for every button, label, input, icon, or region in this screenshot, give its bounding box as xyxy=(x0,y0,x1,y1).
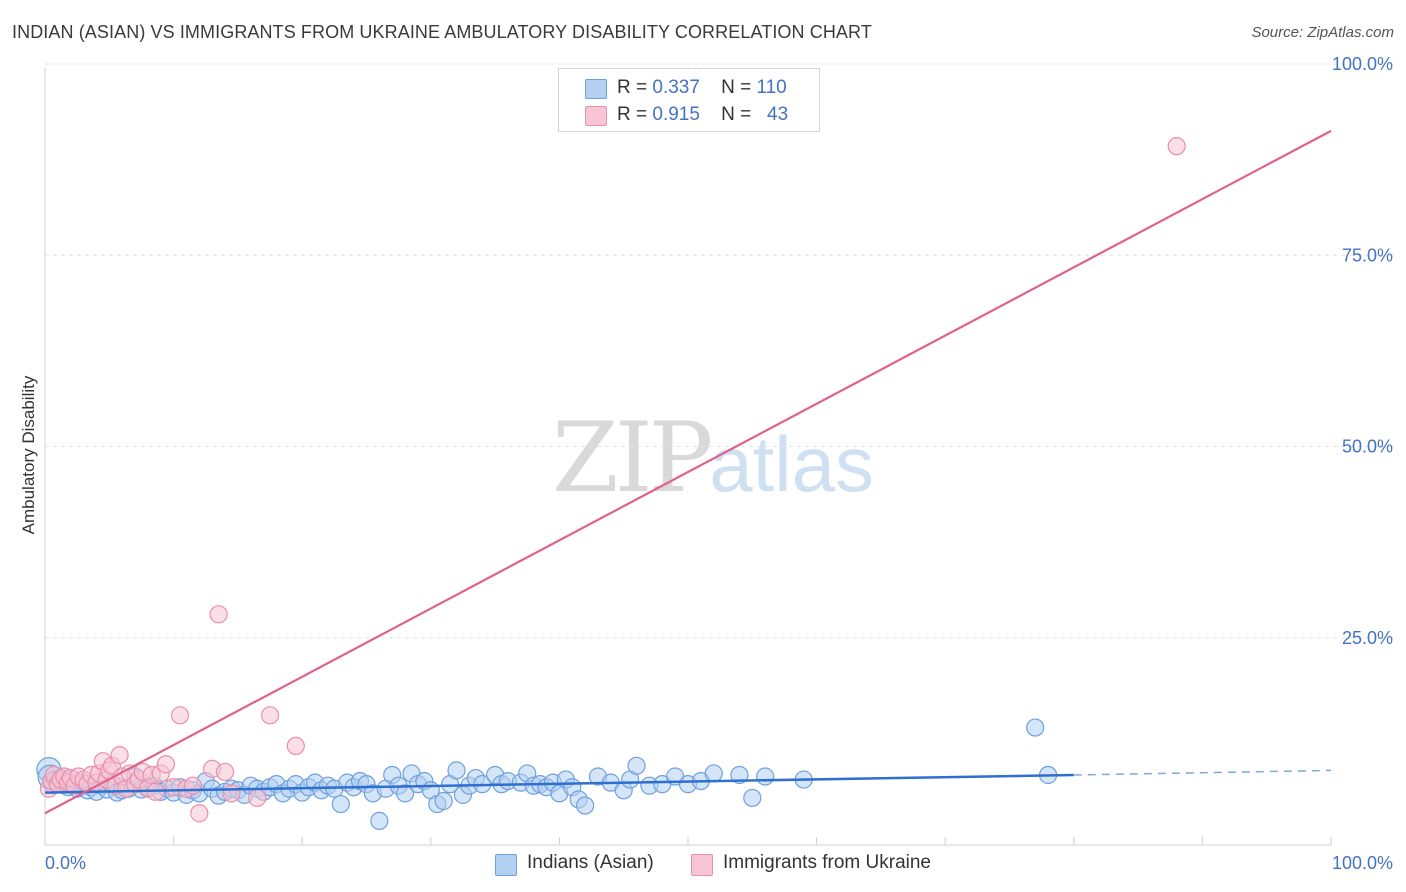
data-point-indians xyxy=(576,796,595,815)
data-point-ukraine xyxy=(286,736,305,756)
n-value-ukraine: 43 xyxy=(767,104,789,125)
trendline-indians xyxy=(44,773,1074,794)
legend-label-ukraine: Immigrants from Ukraine xyxy=(723,852,931,873)
y-tick-label: 25.0% xyxy=(1342,628,1393,648)
trendline-ukraine xyxy=(44,129,1332,815)
data-point-indians xyxy=(331,794,350,814)
data-point-indians xyxy=(370,811,389,830)
data-point-ukraine xyxy=(260,706,280,725)
data-point-indians xyxy=(756,767,775,786)
legend-swatch-ukraine xyxy=(691,854,713,876)
r-value-ukraine: 0.915 xyxy=(652,104,700,125)
data-point-ukraine xyxy=(1167,137,1186,156)
source-label: Source: ZipAtlas.com xyxy=(1251,24,1394,41)
data-point-ukraine xyxy=(170,706,190,725)
r-label: R = xyxy=(617,77,648,98)
y-tick-label: 50.0% xyxy=(1342,437,1393,457)
data-point-ukraine xyxy=(209,605,228,624)
data-point-ukraine xyxy=(156,755,175,774)
chart-title: INDIAN (ASIAN) VS IMMIGRANTS FROM UKRAIN… xyxy=(12,22,872,42)
data-point-indians xyxy=(395,784,415,803)
data-point-ukraine xyxy=(222,784,241,803)
legend-swatch-indians xyxy=(495,854,517,876)
data-point-ukraine xyxy=(215,762,235,782)
trendline-indians-extension xyxy=(1073,769,1332,776)
data-point-ukraine xyxy=(248,788,267,808)
data-point-indians xyxy=(1026,718,1045,737)
data-point-indians xyxy=(627,756,646,775)
n-value-indians: 110 xyxy=(756,77,787,98)
y-axis-title: Ambulatory Disability xyxy=(19,375,38,534)
r-value-indians: 0.337 xyxy=(652,77,700,98)
stats-legend: R = 0.337 N = 110 R = 0.915 N = 43 xyxy=(558,68,820,132)
x-tick-label: 100.0% xyxy=(1332,853,1393,873)
data-point-ukraine xyxy=(110,745,129,765)
data-point-ukraine xyxy=(190,804,209,823)
data-point-indians xyxy=(704,764,723,783)
n-label: N = xyxy=(721,77,752,98)
data-point-indians xyxy=(447,761,466,780)
swatch-ukraine xyxy=(585,106,607,126)
x-tick-label: 0.0% xyxy=(45,853,86,873)
swatch-indians xyxy=(585,79,607,99)
data-point-ukraine xyxy=(183,776,202,795)
r-label: R = xyxy=(617,104,648,125)
n-label: N = xyxy=(721,104,752,125)
data-point-indians xyxy=(743,788,762,808)
legend-label-indians: Indians (Asian) xyxy=(527,852,654,873)
y-tick-label: 75.0% xyxy=(1342,245,1393,265)
data-point-indians xyxy=(730,765,749,785)
y-tick-label: 100.0% xyxy=(1332,54,1393,74)
data-point-indians xyxy=(434,791,453,811)
